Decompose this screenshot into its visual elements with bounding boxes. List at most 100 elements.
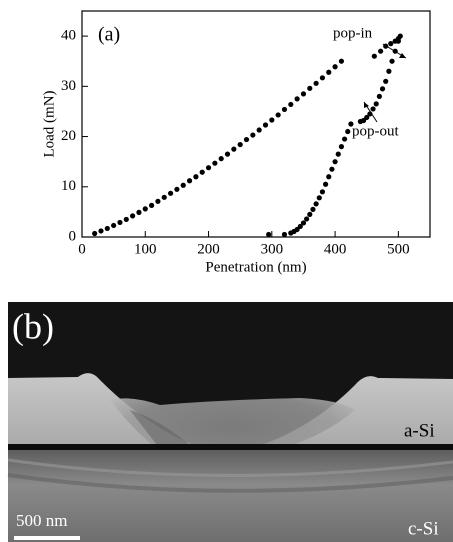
data-point	[199, 169, 205, 175]
data-point	[313, 201, 319, 207]
data-point	[338, 58, 345, 64]
data-point	[212, 160, 218, 166]
data-point	[371, 53, 377, 59]
data-point	[326, 69, 332, 75]
data-point	[142, 206, 148, 212]
data-point	[332, 64, 338, 70]
x-tick-label: 400	[324, 241, 347, 257]
data-point	[123, 216, 129, 223]
x-tick-label: 100	[134, 241, 157, 257]
data-point	[288, 230, 294, 236]
data-point	[186, 178, 193, 184]
data-point	[304, 216, 310, 222]
data-point	[92, 230, 98, 237]
x-tick-label: 0	[78, 241, 86, 257]
arrowhead	[364, 102, 369, 108]
data-point	[383, 78, 389, 84]
tem-image: (b) a-Si c-Si 500 nm	[7, 302, 453, 542]
data-point	[313, 80, 319, 86]
panel-label: (b)	[12, 306, 54, 346]
data-point	[378, 48, 384, 54]
data-point	[136, 209, 142, 215]
data-point	[224, 151, 231, 157]
layer-label: c-Si	[408, 518, 439, 539]
data-point	[256, 127, 262, 133]
data-point	[367, 111, 373, 117]
scale-bar-label: 500 nm	[16, 511, 67, 530]
data-point	[275, 112, 281, 118]
data-point	[180, 182, 186, 188]
arrowhead	[399, 53, 406, 58]
data-point	[335, 151, 341, 157]
data-point	[111, 222, 117, 229]
data-point	[357, 118, 363, 125]
data-point	[310, 206, 316, 212]
data-point	[266, 231, 272, 238]
data-point	[386, 68, 392, 74]
data-point	[288, 101, 294, 108]
data-point	[316, 195, 322, 201]
y-tick-label: 20	[61, 128, 76, 144]
data-point	[338, 144, 345, 150]
data-point	[231, 146, 237, 152]
x-tick-label: 500	[387, 241, 410, 257]
x-tick-label: 300	[261, 241, 284, 257]
plot-frame	[81, 10, 431, 238]
data-point	[307, 211, 313, 217]
data-point	[149, 202, 155, 208]
data-point	[389, 58, 395, 64]
data-point	[300, 91, 307, 97]
data-point	[329, 166, 335, 172]
data-point	[326, 174, 332, 180]
data-point	[237, 141, 243, 148]
data-point	[319, 189, 326, 195]
annotation: pop-out	[352, 123, 399, 139]
data-point	[167, 190, 174, 196]
data-point	[319, 75, 326, 81]
y-axis-label: Load (mN)	[41, 90, 57, 157]
data-point	[281, 106, 288, 113]
data-point	[294, 96, 300, 102]
data-point	[397, 33, 403, 39]
data-point	[345, 128, 351, 135]
y-tick-label: 0	[69, 228, 77, 244]
data-point	[323, 181, 329, 187]
data-point	[155, 198, 161, 204]
data-point	[388, 41, 394, 47]
y-tick-label: 10	[61, 178, 76, 194]
data-point	[376, 93, 382, 99]
data-point	[161, 194, 167, 200]
data-point	[193, 174, 199, 180]
y-tick-label: 30	[61, 78, 76, 94]
data-point	[348, 121, 354, 127]
data-point	[130, 213, 136, 219]
data-point	[250, 132, 256, 138]
data-point	[269, 117, 275, 123]
data-point	[383, 43, 389, 49]
data-point	[307, 85, 313, 91]
data-point	[373, 101, 379, 107]
data-point	[174, 186, 180, 192]
data-point	[332, 159, 338, 165]
data-point	[218, 156, 224, 162]
data-point	[341, 136, 348, 142]
annotation: pop-in	[333, 25, 373, 41]
layer-label: a-Si	[404, 420, 435, 441]
data-point	[98, 228, 104, 234]
data-point	[262, 122, 269, 128]
data-point	[281, 231, 288, 238]
panel-label: (a)	[98, 24, 120, 46]
data-point	[104, 225, 110, 232]
data-point	[395, 38, 401, 44]
data-point	[300, 220, 307, 226]
data-point	[205, 165, 212, 171]
data-point	[370, 106, 376, 112]
x-axis-label: Penetration (nm)	[205, 259, 306, 275]
y-tick-label: 40	[61, 28, 76, 44]
data-point	[379, 86, 386, 92]
data-point	[117, 219, 123, 226]
data-point	[392, 48, 398, 54]
x-tick-label: 200	[197, 241, 220, 257]
data-point	[243, 136, 250, 143]
